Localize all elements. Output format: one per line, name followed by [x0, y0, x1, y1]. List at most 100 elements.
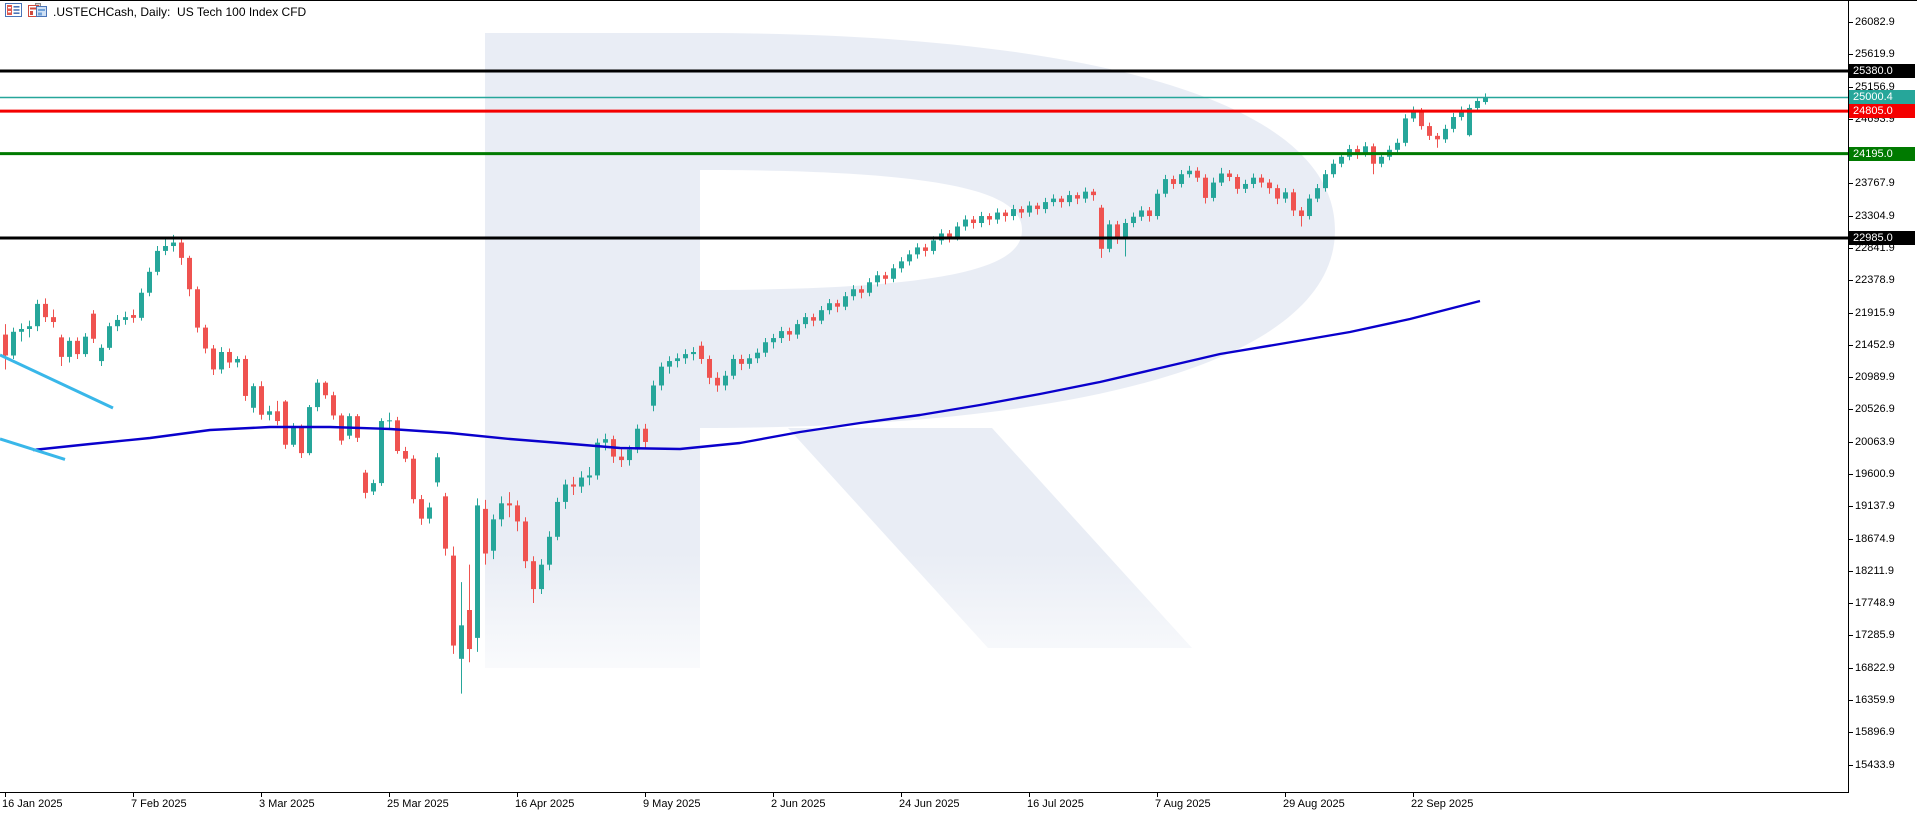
candle: [1123, 223, 1128, 239]
candle: [59, 337, 64, 357]
candle: [259, 386, 264, 415]
moving-average-line[interactable]: [32, 299, 1481, 452]
candle: [1083, 191, 1088, 199]
candle: [643, 428, 648, 442]
candle: [987, 216, 992, 220]
candle: [955, 226, 960, 237]
candle: [507, 503, 512, 506]
price-tick-label: 23304.9: [1855, 209, 1895, 222]
candle: [707, 358, 712, 378]
price-tick-mark: [1848, 699, 1853, 701]
candle: [1163, 179, 1168, 194]
candle: [1211, 182, 1216, 198]
date-axis[interactable]: 16 Jan 2025 7 Feb 2025 3 Mar 2025 25 Mar 20…: [0, 792, 1848, 813]
candle: [1155, 193, 1160, 217]
candle: [1427, 126, 1432, 136]
price-tick-mark: [1848, 344, 1853, 346]
price-tick-label: 21452.9: [1855, 338, 1895, 351]
candle: [1019, 209, 1024, 213]
candle: [1443, 128, 1448, 140]
candle: [811, 317, 816, 321]
candlestick-chart-area[interactable]: [0, 0, 1848, 792]
price-tick-mark: [1848, 86, 1853, 88]
candle: [1419, 110, 1424, 127]
candle: [587, 475, 592, 478]
price-tick-mark: [1848, 538, 1853, 540]
price-tick-mark: [1848, 312, 1853, 314]
candle: [187, 257, 192, 290]
candle: [1307, 198, 1312, 217]
date-tick-mark: [389, 792, 390, 797]
candle: [459, 625, 464, 659]
candle: [1259, 177, 1264, 183]
candle: [915, 247, 920, 255]
price-tick-mark: [1848, 473, 1853, 475]
date-tick-mark: [1157, 792, 1158, 797]
price-tick-label: 18674.9: [1855, 532, 1895, 545]
price-tick-mark: [1848, 409, 1853, 411]
candle: [1291, 192, 1296, 211]
candle: [595, 442, 600, 476]
candle: [1139, 210, 1144, 217]
price-tick-label: 19600.9: [1855, 467, 1895, 480]
candle: [731, 358, 736, 376]
candle: [971, 219, 976, 224]
candle: [531, 561, 536, 590]
chart-windows-icon[interactable]: [28, 2, 47, 22]
candle: [1251, 177, 1256, 184]
date-tick-label: 29 Aug 2025: [1283, 798, 1345, 810]
candle: [1323, 174, 1328, 189]
candle: [427, 507, 432, 519]
candle: [547, 536, 552, 565]
date-tick-mark: [1029, 792, 1030, 797]
price-axis[interactable]: 26082.9 25619.9 25156.9 24693.9 23767.9 23304…: [1848, 0, 1917, 792]
candle: [219, 352, 224, 370]
date-tick-label: 22 Sep 2025: [1411, 798, 1474, 810]
candle: [1035, 205, 1040, 210]
candle: [107, 326, 112, 348]
candle: [75, 340, 80, 355]
candle: [571, 484, 576, 487]
candle: [691, 352, 696, 355]
candle: [579, 477, 584, 487]
date-tick-label: 24 Jun 2025: [899, 798, 960, 810]
candle: [491, 519, 496, 551]
price-tick-label: 15433.9: [1855, 758, 1895, 771]
candle: [67, 340, 72, 357]
candle: [835, 303, 840, 307]
date-axis-separator: [0, 792, 1849, 793]
candle: [1059, 198, 1064, 203]
candle: [603, 439, 608, 443]
candle: [747, 358, 752, 364]
candle: [683, 354, 688, 359]
date-tick-label: 9 May 2025: [643, 798, 701, 810]
candle: [1115, 224, 1120, 239]
candle: [667, 361, 672, 367]
price-tick-label: 17748.9: [1855, 597, 1895, 610]
price-tick-mark: [1848, 118, 1853, 120]
window-top-border: [0, 0, 1917, 1]
candle: [1275, 188, 1280, 199]
candle: [451, 555, 456, 646]
candle: [771, 338, 776, 343]
candle: [235, 358, 240, 363]
chart-symbol-title: .USTECHCash, Daily: US Tech 100 Index CF…: [53, 5, 307, 19]
price-tick-label: 20989.9: [1855, 371, 1895, 384]
candle: [83, 336, 88, 355]
candle: [947, 233, 952, 237]
candle: [19, 328, 24, 332]
watermark-logo: [485, 33, 1335, 668]
candle: [131, 315, 136, 318]
price-line-badge: 25380.0: [1849, 64, 1915, 78]
candle: [1363, 146, 1368, 154]
price-line-badge: 22985.0: [1849, 231, 1915, 245]
candle: [875, 275, 880, 283]
candlestick-chart[interactable]: [0, 0, 1848, 792]
candle: [755, 352, 760, 359]
trendline[interactable]: [0, 353, 114, 410]
price-tick-mark: [1848, 635, 1853, 637]
candle: [619, 456, 624, 461]
candle: [627, 449, 632, 461]
trendline[interactable]: [0, 437, 66, 461]
indicator-list-icon[interactable]: [5, 2, 22, 22]
